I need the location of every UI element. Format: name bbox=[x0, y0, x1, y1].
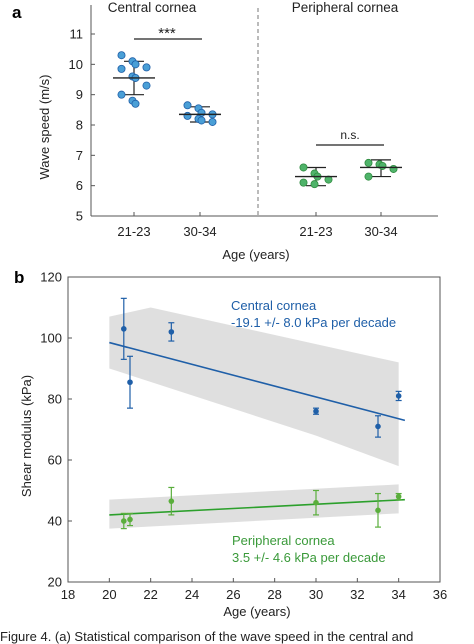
panel-a-xtick-label: 30-34 bbox=[183, 224, 216, 239]
panel-b-frame bbox=[67, 276, 441, 583]
panel-a-title-peripheral: Peripheral cornea bbox=[292, 0, 399, 15]
data-point bbox=[117, 90, 126, 99]
data-point bbox=[299, 178, 308, 187]
data-point bbox=[131, 99, 140, 108]
significance-label-central: *** bbox=[158, 25, 176, 42]
panel-a-plot: 5 6 7 8 9 10 11 21-23 30-34 21-23 30-34 *** n.s. bbox=[69, 5, 438, 239]
data-point bbox=[313, 408, 319, 415]
central-annotation-rate: -19.1 +/- 8.0 kPa per decade bbox=[231, 315, 396, 330]
significance-label-peripheral: n.s. bbox=[340, 128, 359, 142]
panel-b-xtick-label: 32 bbox=[350, 587, 364, 602]
panel-b-xtick-label: 34 bbox=[391, 587, 405, 602]
central-confidence-band bbox=[109, 307, 399, 467]
data-point bbox=[183, 111, 192, 120]
data-point bbox=[395, 393, 402, 399]
panel-b-xtick-label: 26 bbox=[226, 587, 240, 602]
panel-a-xtick-label: 30-34 bbox=[364, 224, 397, 239]
panel-b-ytick-label: 20 bbox=[48, 575, 62, 590]
peripheral-confidence-band bbox=[109, 484, 399, 529]
data-point bbox=[121, 326, 127, 332]
panel-b-xtick-label: 30 bbox=[309, 587, 323, 602]
data-point bbox=[395, 493, 402, 500]
data-point bbox=[389, 164, 398, 173]
data-point bbox=[142, 63, 151, 72]
data-point bbox=[183, 101, 192, 110]
panel-b-ytick-label: 120 bbox=[40, 270, 62, 285]
panel-b-ytick-label: 40 bbox=[48, 514, 62, 529]
data-point bbox=[131, 60, 140, 69]
data-point bbox=[208, 117, 217, 126]
data-point bbox=[121, 518, 127, 524]
panel-b-ytick-label: 100 bbox=[40, 331, 62, 346]
data-point bbox=[142, 81, 151, 90]
panel-a-ytick-label: 6 bbox=[76, 178, 83, 193]
panel-a-xtick-label: 21-23 bbox=[299, 224, 332, 239]
central-annotation-title: Central cornea bbox=[231, 298, 317, 313]
data-point bbox=[299, 163, 308, 172]
panel-b-xtick-label: 28 bbox=[267, 587, 281, 602]
panel-a-xlabel: Age (years) bbox=[222, 247, 289, 262]
data-point bbox=[310, 180, 319, 189]
data-point bbox=[168, 329, 175, 335]
central-fit-line bbox=[109, 341, 406, 422]
panel-a-ytick-label: 9 bbox=[76, 87, 83, 102]
panel-b-ytick-label: 80 bbox=[48, 392, 62, 407]
panel-b-ytick-label: 60 bbox=[48, 453, 62, 468]
panel-a-xtick-label: 21-23 bbox=[117, 224, 150, 239]
panel-b-xlabel: Age (years) bbox=[223, 604, 290, 619]
panel-a-ytick-label: 5 bbox=[76, 209, 83, 224]
peripheral-annotation-rate: 3.5 +/- 4.6 kPa per decade bbox=[232, 550, 386, 565]
peripheral-fit-line bbox=[109, 498, 405, 516]
panel-b-xtick-label: 22 bbox=[143, 587, 157, 602]
panel-a-label: a bbox=[12, 3, 22, 22]
panel-a-ytick-label: 8 bbox=[76, 118, 83, 133]
data-point bbox=[117, 64, 126, 73]
data-point bbox=[117, 51, 126, 60]
data-point bbox=[375, 423, 381, 430]
panel-a-ytick-label: 10 bbox=[69, 57, 83, 72]
panel-a-ylabel: Wave speed (m/s) bbox=[37, 75, 52, 180]
panel-b-label: b bbox=[14, 268, 24, 287]
figure-caption: Figure 4. (a) Statistical comparison of … bbox=[0, 629, 413, 644]
panel-b-xtick-label: 18 bbox=[61, 587, 75, 602]
data-point bbox=[378, 161, 387, 170]
data-point bbox=[364, 172, 373, 181]
panel-b-ylabel: Shear modulus (kPa) bbox=[19, 375, 34, 497]
data-point bbox=[168, 498, 175, 504]
panel-b-xtick-label: 20 bbox=[102, 587, 116, 602]
panel-b-xtick-label: 36 bbox=[433, 587, 447, 602]
data-point bbox=[127, 516, 133, 523]
peripheral-annotation-title: Peripheral cornea bbox=[232, 533, 335, 548]
data-point bbox=[197, 116, 206, 125]
data-point bbox=[127, 379, 133, 386]
panel-b-xtick-label: 24 bbox=[185, 587, 199, 602]
data-point bbox=[313, 499, 319, 506]
panel-a-title-central: Central cornea bbox=[108, 0, 197, 15]
data-point bbox=[375, 507, 381, 514]
data-point bbox=[364, 158, 373, 167]
panel-a-ytick-label: 7 bbox=[76, 148, 83, 163]
panel-a-ytick-label: 11 bbox=[70, 27, 84, 42]
